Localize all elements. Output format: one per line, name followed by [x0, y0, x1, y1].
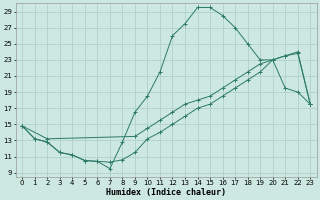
- X-axis label: Humidex (Indice chaleur): Humidex (Indice chaleur): [106, 188, 226, 197]
